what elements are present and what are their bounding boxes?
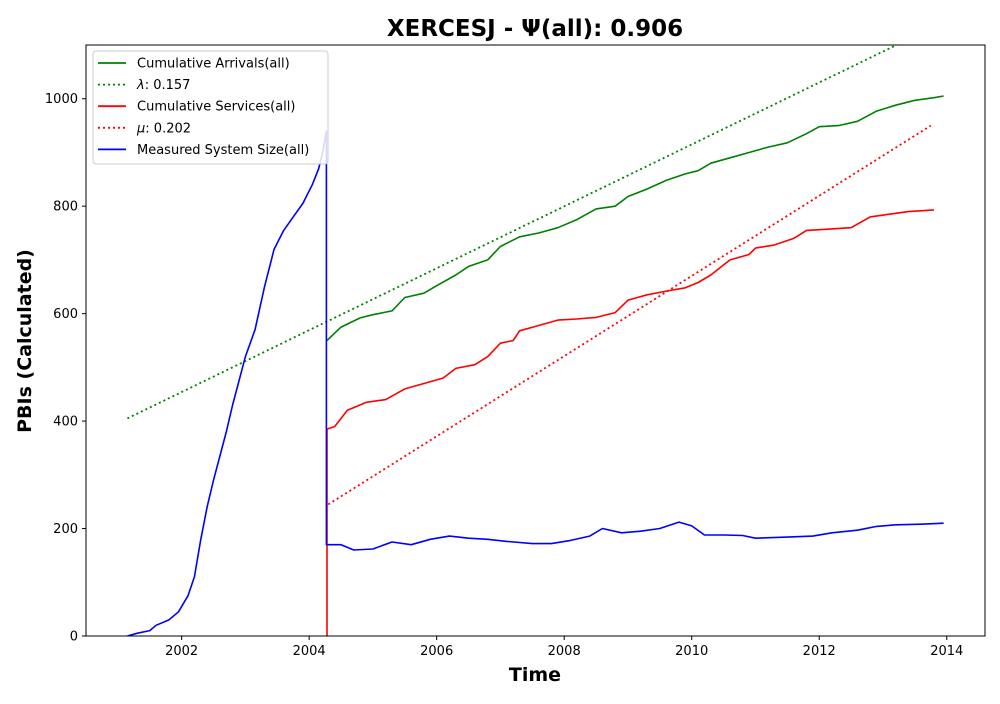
legend-label-2: Cumulative Services(all): [137, 100, 295, 115]
y-tick-label: 0: [70, 630, 78, 645]
axes-frame: [85, 44, 986, 637]
y-tick-label: 800: [53, 200, 78, 215]
y-tick-label: 1000: [45, 92, 78, 107]
legend-label-3: μ: 0.202: [136, 121, 191, 136]
series-line-1: [127, 45, 899, 420]
series-line-3: [327, 124, 932, 506]
x-tick-label: 2014: [930, 644, 963, 659]
y-tick-label: 600: [53, 307, 78, 322]
x-tick-label: 2004: [293, 644, 326, 659]
plot-area: [127, 45, 944, 636]
series-line-2: [326, 209, 935, 636]
legend-label-0: Cumulative Arrivals(all): [137, 57, 290, 72]
x-tick-label: 2002: [165, 644, 198, 659]
legend-label-4: Measured System Size(all): [137, 143, 309, 158]
y-tick-label: 400: [53, 415, 78, 430]
axes: 2002 2004 2006 2008 2010 2012 2014 0 200 400 600 80…: [45, 44, 986, 659]
x-tick-label: 2012: [803, 644, 836, 659]
chart-title: XERCESJ - Ψ(all): 0.906: [387, 16, 683, 42]
x-tick-label: 2008: [548, 644, 581, 659]
legend-box: [92, 50, 329, 165]
legend: Cumulative Arrivals(all) λ: 0.157 Cumulati…: [92, 50, 329, 165]
x-axis-label: Time: [509, 664, 561, 686]
y-axis-label: PBIs (Calculated): [14, 249, 36, 433]
x-tick-label: 2006: [420, 644, 453, 659]
series-line-4: [127, 130, 944, 636]
x-tick-label: 2010: [675, 644, 708, 659]
y-tick-label: 200: [53, 522, 78, 537]
series-line-0: [326, 95, 944, 342]
legend-label-1: λ: 0.157: [136, 78, 190, 93]
